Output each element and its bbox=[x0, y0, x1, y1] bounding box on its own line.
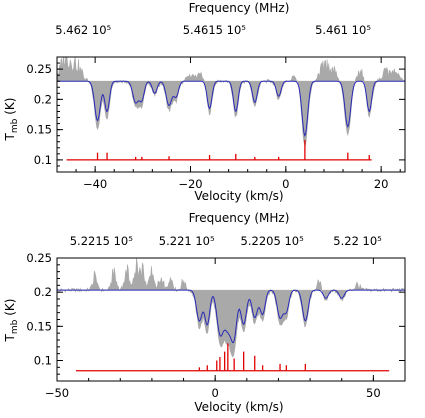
frequency-tick-label: 5.221 10⁵ bbox=[159, 234, 215, 248]
observed-spectrum-fill bbox=[57, 57, 405, 146]
y-tick-label: 0.1 bbox=[34, 354, 52, 368]
x-tick-label: 20 bbox=[374, 177, 389, 191]
frequency-tick-label: 5.461 10⁵ bbox=[315, 23, 371, 37]
bottom-spectrum-plot-area bbox=[57, 258, 405, 372]
model-spectrum-line bbox=[57, 289, 405, 344]
bottom-frequency-tick-labels: 5.2215 10⁵ 5.221 10⁵ 5.2205 10⁵ 5.22 10⁵ bbox=[70, 234, 382, 248]
top-frequency-tick-labels: 5.462 10⁵ 5.4615 10⁵ 5.461 10⁵ bbox=[55, 23, 371, 37]
y-tick-label: 0.1 bbox=[34, 153, 52, 167]
y-tick-label: 0.25 bbox=[26, 251, 52, 265]
top-x-axis-ticks: −40 −20 0 20 bbox=[56, 57, 401, 191]
x-tick-label: 0 bbox=[282, 177, 289, 191]
top-y-axis-ticks: 0.1 0.15 0.2 0.25 bbox=[26, 62, 405, 173]
frequency-tick-label: 5.4615 10⁵ bbox=[183, 23, 247, 37]
top-x-axis-title: Velocity (km/s) bbox=[194, 189, 283, 203]
x-tick-label: −50 bbox=[45, 386, 69, 400]
y-tick-label: 0.25 bbox=[26, 62, 52, 76]
top-y-axis-title: Tmb (K) bbox=[3, 98, 20, 142]
y-tick-label: 0.2 bbox=[34, 285, 52, 299]
model-spectrum-line bbox=[57, 80, 405, 137]
x-tick-label: −40 bbox=[83, 177, 107, 191]
frequency-tick-label: 5.22 10⁵ bbox=[333, 234, 382, 248]
top-spectrum-plot-area bbox=[57, 57, 405, 161]
x-tick-label: 50 bbox=[366, 386, 381, 400]
bottom-y-axis-ticks: 0.1 0.15 0.2 0.25 bbox=[26, 251, 405, 382]
y-tick-label: 0.15 bbox=[26, 319, 52, 333]
top-plot-frame bbox=[56, 56, 406, 173]
top-spectrum-panel: Frequency (MHz) 5.462 10⁵ 5.4615 10⁵ 5.461… bbox=[3, 1, 406, 203]
frequency-tick-label: 5.2215 10⁵ bbox=[70, 234, 134, 248]
bottom-spectrum-panel: Frequency (MHz) 5.2215 10⁵ 5.221 10⁵ 5.220… bbox=[3, 211, 406, 414]
frequency-tick-label: 5.2205 10⁵ bbox=[241, 234, 305, 248]
top-frequency-axis-title: Frequency (MHz) bbox=[189, 1, 290, 15]
x-tick-label: −20 bbox=[178, 177, 202, 191]
y-tick-label: 0.2 bbox=[34, 92, 52, 106]
y-tick-label: 0.15 bbox=[26, 123, 52, 137]
bottom-x-axis-title: Velocity (km/s) bbox=[194, 400, 283, 414]
frequency-tick-label: 5.462 10⁵ bbox=[55, 23, 111, 37]
bottom-x-axis-ticks: −50 0 50 bbox=[45, 258, 406, 400]
observed-spectrum-fill bbox=[57, 258, 405, 358]
bottom-y-axis-title: Tmb (K) bbox=[3, 299, 20, 343]
bottom-frequency-axis-title: Frequency (MHz) bbox=[189, 211, 290, 225]
x-tick-label: 0 bbox=[212, 386, 219, 400]
